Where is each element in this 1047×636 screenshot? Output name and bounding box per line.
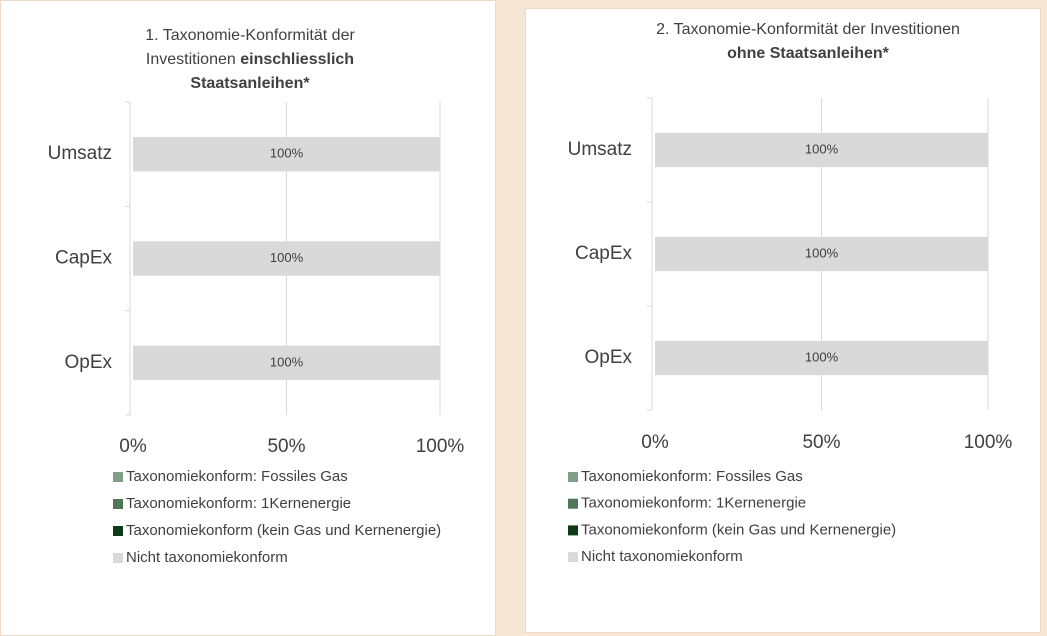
x-tick-label: 100% <box>416 436 465 457</box>
legend-label: Taxonomiekonform (kein Gas und Kernenerg… <box>126 522 441 539</box>
category-label: OpEx <box>64 352 112 373</box>
value-label: 100% <box>805 245 839 260</box>
legend-swatch <box>113 499 123 509</box>
legend-label: Nicht taxonomiekonform <box>126 549 288 566</box>
legend-label: Taxonomiekonform: Fossiles Gas <box>581 468 803 485</box>
x-tick-label: 0% <box>641 432 669 453</box>
bar-segment <box>655 236 988 272</box>
category-label: OpEx <box>584 347 632 368</box>
x-tick-label: 0% <box>119 436 147 457</box>
bar-segment <box>133 241 440 276</box>
x-tick-label: 100% <box>964 432 1013 453</box>
legend-label: Taxonomiekonform: 1Kernenergie <box>581 495 806 512</box>
x-tick-label: 50% <box>267 436 305 457</box>
category-label: CapEx <box>55 248 113 269</box>
bar-segment <box>133 136 440 172</box>
value-label: 100% <box>805 349 839 364</box>
chart-title: 2. Taxonomie-Konformität der Investition… <box>608 18 1008 66</box>
bar-segment <box>655 340 988 376</box>
bar-segment <box>655 132 988 168</box>
legend-swatch <box>568 472 578 482</box>
category-label: Umsatz <box>568 139 632 160</box>
legend-label: Taxonomiekonform: Fossiles Gas <box>126 468 348 485</box>
category-label: CapEx <box>575 243 633 264</box>
chart-panel <box>525 8 1041 633</box>
bar-segment <box>133 345 440 381</box>
title-text: 1. Taxonomie-Konformität der Investition… <box>145 27 355 68</box>
legend-swatch <box>568 552 578 563</box>
legend-swatch <box>568 498 578 509</box>
title-bold: ohne Staatsanleihen* <box>727 45 889 62</box>
value-label: 100% <box>270 250 304 265</box>
legend-swatch <box>113 472 123 482</box>
value-label: 100% <box>805 141 839 156</box>
legend-swatch <box>113 553 123 563</box>
chart-title: 1. Taxonomie-Konformität der Investition… <box>115 24 385 96</box>
legend-swatch <box>113 526 123 536</box>
legend-label: Taxonomiekonform: 1Kernenergie <box>126 495 351 512</box>
category-label: Umsatz <box>48 143 112 164</box>
x-tick-label: 50% <box>802 432 840 453</box>
title-bold: einschliesslich Staatsanleihen* <box>190 51 355 92</box>
title-text: 2. Taxonomie-Konformität der Investition… <box>656 21 960 38</box>
value-label: 100% <box>270 146 304 161</box>
legend-label: Taxonomiekonform (kein Gas und Kernenerg… <box>581 521 896 538</box>
chart-panel <box>0 0 496 636</box>
value-label: 100% <box>270 354 304 369</box>
legend-label: Nicht taxonomiekonform <box>581 548 743 565</box>
legend-swatch <box>568 525 578 536</box>
